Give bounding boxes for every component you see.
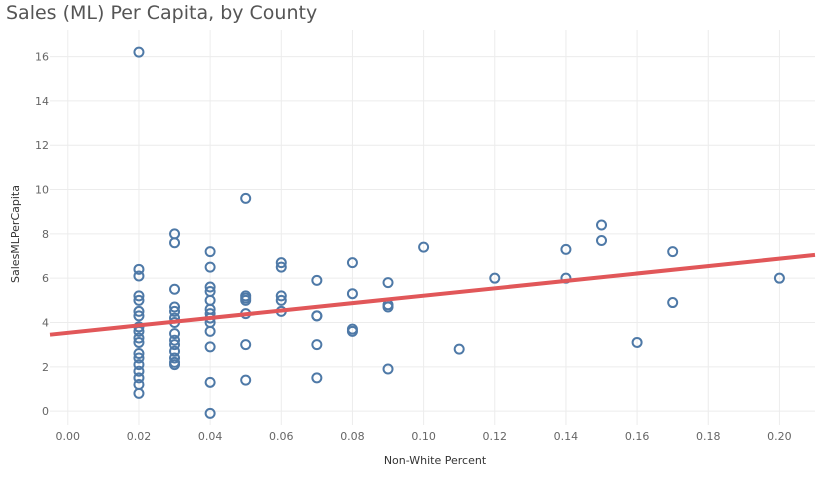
x-axis-label: Non-White Percent bbox=[384, 454, 487, 467]
data-point bbox=[133, 46, 145, 58]
x-tick-label: 0.02 bbox=[127, 430, 152, 443]
data-point bbox=[204, 407, 216, 419]
y-axis-ticks: 0 2 4 6 8 10 12 14 16 bbox=[35, 51, 49, 419]
y-tick-label: 14 bbox=[35, 95, 49, 108]
data-point bbox=[169, 359, 181, 371]
data-point bbox=[311, 310, 323, 322]
x-tick-label: 0.10 bbox=[411, 430, 436, 443]
data-point bbox=[240, 294, 252, 306]
data-point bbox=[169, 345, 181, 357]
data-point bbox=[346, 288, 358, 300]
data-point bbox=[240, 339, 252, 351]
chart-title: Sales (ML) Per Capita, by County bbox=[6, 2, 318, 24]
data-point bbox=[169, 328, 181, 340]
data-point bbox=[133, 352, 145, 364]
data-point bbox=[204, 325, 216, 337]
y-axis-label: SalesMLPerCapita bbox=[9, 185, 22, 283]
data-point bbox=[133, 332, 145, 344]
y-tick-label: 16 bbox=[35, 51, 49, 64]
data-point bbox=[133, 359, 145, 371]
data-point bbox=[311, 372, 323, 384]
data-point bbox=[133, 310, 145, 322]
x-tick-label: 0.04 bbox=[198, 430, 223, 443]
data-point bbox=[560, 243, 572, 255]
data-point bbox=[133, 294, 145, 306]
data-point bbox=[240, 374, 252, 386]
x-tick-label: 0.20 bbox=[767, 430, 792, 443]
data-point bbox=[169, 352, 181, 364]
data-point bbox=[133, 365, 145, 377]
data-point bbox=[382, 301, 394, 313]
data-point bbox=[453, 343, 465, 355]
data-point bbox=[275, 257, 287, 269]
x-tick-label: 0.16 bbox=[625, 430, 650, 443]
x-tick-label: 0.08 bbox=[340, 430, 365, 443]
data-point bbox=[489, 272, 501, 284]
grid-lines bbox=[50, 30, 815, 425]
data-point bbox=[133, 348, 145, 360]
y-tick-label: 4 bbox=[42, 317, 49, 330]
data-point bbox=[204, 376, 216, 388]
data-point bbox=[133, 305, 145, 317]
y-tick-label: 6 bbox=[42, 272, 49, 285]
data-point bbox=[133, 372, 145, 384]
x-tick-label: 0.06 bbox=[269, 430, 294, 443]
data-point bbox=[133, 263, 145, 275]
data-point bbox=[275, 290, 287, 302]
data-points bbox=[133, 46, 785, 419]
y-tick-label: 8 bbox=[42, 228, 49, 241]
data-point bbox=[133, 336, 145, 348]
data-point bbox=[169, 237, 181, 249]
x-tick-label: 0.14 bbox=[554, 430, 579, 443]
data-point bbox=[667, 297, 679, 309]
x-tick-label: 0.12 bbox=[483, 430, 508, 443]
data-point bbox=[169, 339, 181, 351]
data-point bbox=[133, 270, 145, 282]
data-point bbox=[204, 341, 216, 353]
data-point bbox=[596, 219, 608, 231]
data-point bbox=[346, 325, 358, 337]
data-point bbox=[418, 241, 430, 253]
data-point bbox=[204, 246, 216, 258]
x-tick-label: 0.00 bbox=[56, 430, 81, 443]
data-point bbox=[596, 235, 608, 247]
data-point bbox=[382, 363, 394, 375]
data-point bbox=[275, 294, 287, 306]
data-point bbox=[667, 246, 679, 258]
x-axis-ticks: 0.00 0.02 0.04 0.06 0.08 0.10 0.12 0.14 0.16 0.18… bbox=[56, 430, 792, 443]
data-point bbox=[169, 301, 181, 313]
data-point bbox=[346, 257, 358, 269]
data-point bbox=[133, 290, 145, 302]
data-point bbox=[311, 339, 323, 351]
data-point bbox=[631, 336, 643, 348]
data-point bbox=[311, 274, 323, 286]
data-point bbox=[169, 305, 181, 317]
y-tick-label: 2 bbox=[42, 361, 49, 374]
y-tick-label: 10 bbox=[35, 184, 49, 197]
data-point bbox=[773, 272, 785, 284]
trend-line bbox=[49, 252, 816, 337]
data-point bbox=[204, 261, 216, 273]
y-tick-label: 0 bbox=[42, 405, 49, 418]
data-point bbox=[382, 277, 394, 289]
data-point bbox=[240, 192, 252, 204]
y-tick-label: 12 bbox=[35, 139, 49, 152]
data-point bbox=[169, 283, 181, 295]
data-point bbox=[133, 387, 145, 399]
data-point bbox=[275, 261, 287, 273]
data-point bbox=[169, 334, 181, 346]
data-point bbox=[204, 281, 216, 293]
x-tick-label: 0.18 bbox=[696, 430, 721, 443]
